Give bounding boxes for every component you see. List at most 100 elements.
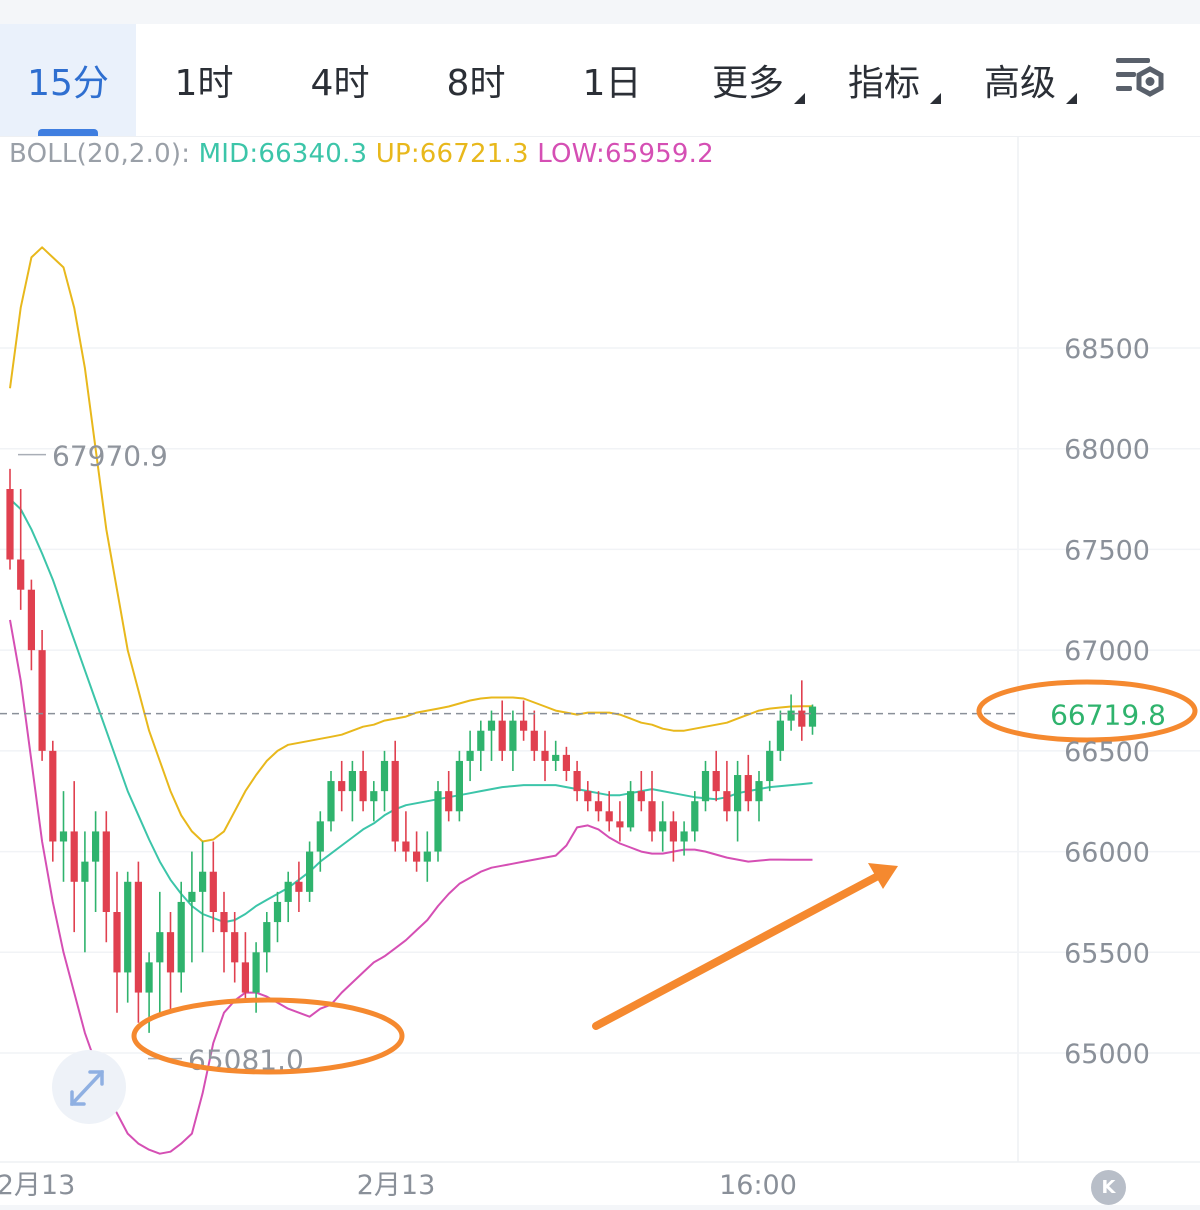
candle-body: [177, 901, 185, 973]
candle-body: [27, 589, 35, 651]
candle-body: [487, 720, 496, 731]
candle: [38, 630, 46, 761]
boll-up-value: UP:66721.3: [375, 139, 529, 169]
candle: [616, 801, 624, 842]
dropdown-triangle-icon: [1066, 93, 1077, 104]
candle: [166, 912, 175, 1013]
candle-body: [573, 771, 581, 792]
boll-mid-value: MID:66340.3: [198, 139, 368, 169]
candle: [199, 841, 207, 953]
k-line-button[interactable]: K: [1091, 1170, 1126, 1205]
candle: [755, 771, 763, 822]
tab-15min[interactable]: 15分: [0, 24, 136, 136]
candle: [124, 871, 132, 1003]
candle-body: [70, 831, 78, 882]
active-tab-indicator: [38, 129, 98, 136]
tab-label: 高级: [983, 63, 1056, 104]
candle: [766, 740, 774, 792]
tab-label: 4时: [310, 63, 370, 104]
dropdown-triangle-icon: [930, 93, 941, 104]
candle-body: [627, 791, 635, 828]
candle-body: [316, 821, 324, 852]
candle-body: [701, 771, 710, 802]
y-tick-label: 67500: [1064, 535, 1150, 566]
status-strip: [0, 0, 1200, 24]
tab-more[interactable]: 更多: [680, 24, 816, 136]
x-tick-label: 16:00: [719, 1170, 797, 1201]
candle: [701, 760, 710, 812]
candle-body: [391, 760, 399, 842]
candle: [370, 781, 378, 822]
candle-body: [509, 720, 517, 751]
candle-body: [787, 710, 795, 721]
candle-body: [680, 831, 688, 842]
candle: [359, 750, 367, 812]
candle-body: [776, 720, 784, 751]
tab-label: 更多: [711, 63, 784, 104]
candle: [273, 891, 282, 943]
y-tick-label: 68500: [1064, 334, 1150, 365]
candle: [605, 791, 613, 832]
x-tick-label: 2月13: [357, 1170, 436, 1201]
candle-body: [659, 821, 667, 832]
candle-body: [744, 775, 752, 802]
candle: [691, 791, 699, 842]
fullscreen-button[interactable]: [52, 1050, 126, 1124]
candle-body: [423, 851, 431, 862]
candle-body: [584, 791, 592, 802]
tab-1hour[interactable]: 1时: [136, 24, 272, 136]
candle: [659, 801, 667, 852]
candle-body: [295, 881, 303, 892]
candle-body: [477, 730, 485, 751]
candle: [6, 468, 14, 570]
candle-body: [38, 650, 46, 751]
candle-body: [798, 710, 806, 727]
tab-8hour[interactable]: 8时: [408, 24, 544, 136]
candle: [402, 811, 410, 862]
tab-1day[interactable]: 1日: [544, 24, 680, 136]
candle-body: [370, 791, 378, 802]
boll-lower-band-line: [9, 619, 813, 1155]
candle: [530, 710, 538, 761]
candle: [81, 831, 89, 953]
candle-body: [808, 706, 817, 727]
y-tick-label: 68000: [1064, 435, 1150, 466]
candle: [509, 710, 517, 771]
candle-body: [594, 801, 603, 812]
candle-body: [434, 791, 442, 852]
tab-advanced[interactable]: 高级: [952, 24, 1088, 136]
candle: [434, 781, 442, 862]
candle-body: [712, 771, 720, 792]
candle-body: [273, 901, 282, 923]
price-highlight-circle: [976, 679, 1198, 743]
candle: [316, 811, 324, 872]
candle: [808, 704, 817, 735]
candle-body: [327, 781, 335, 822]
chart-settings-icon: [1116, 58, 1164, 97]
tab-indicators[interactable]: 指标: [816, 24, 952, 136]
candle: [177, 881, 185, 993]
candle: [744, 754, 752, 812]
tab-4hour[interactable]: 4时: [272, 24, 408, 136]
y-tick-label: 65000: [1064, 1039, 1150, 1070]
uptrend-arrow-head: [868, 863, 898, 889]
candle-body: [562, 754, 570, 771]
candle: [102, 811, 110, 943]
candle: [59, 791, 68, 882]
candle: [787, 694, 795, 731]
candle-body: [445, 791, 453, 812]
candle-body: [199, 871, 207, 892]
candle: [584, 781, 592, 812]
candle-body: [156, 932, 164, 963]
candle-body: [338, 781, 346, 792]
candle: [669, 811, 677, 862]
chart-settings-button[interactable]: [1112, 52, 1174, 108]
candle-body: [348, 771, 356, 792]
boll-indicator-name: BOLL(20,2.0):: [9, 139, 191, 169]
low-highlight-circle: [131, 997, 405, 1075]
boll-mid-line: [9, 498, 813, 924]
candle-body: [102, 831, 110, 912]
candle: [327, 771, 335, 832]
tab-label: 8时: [446, 63, 506, 104]
